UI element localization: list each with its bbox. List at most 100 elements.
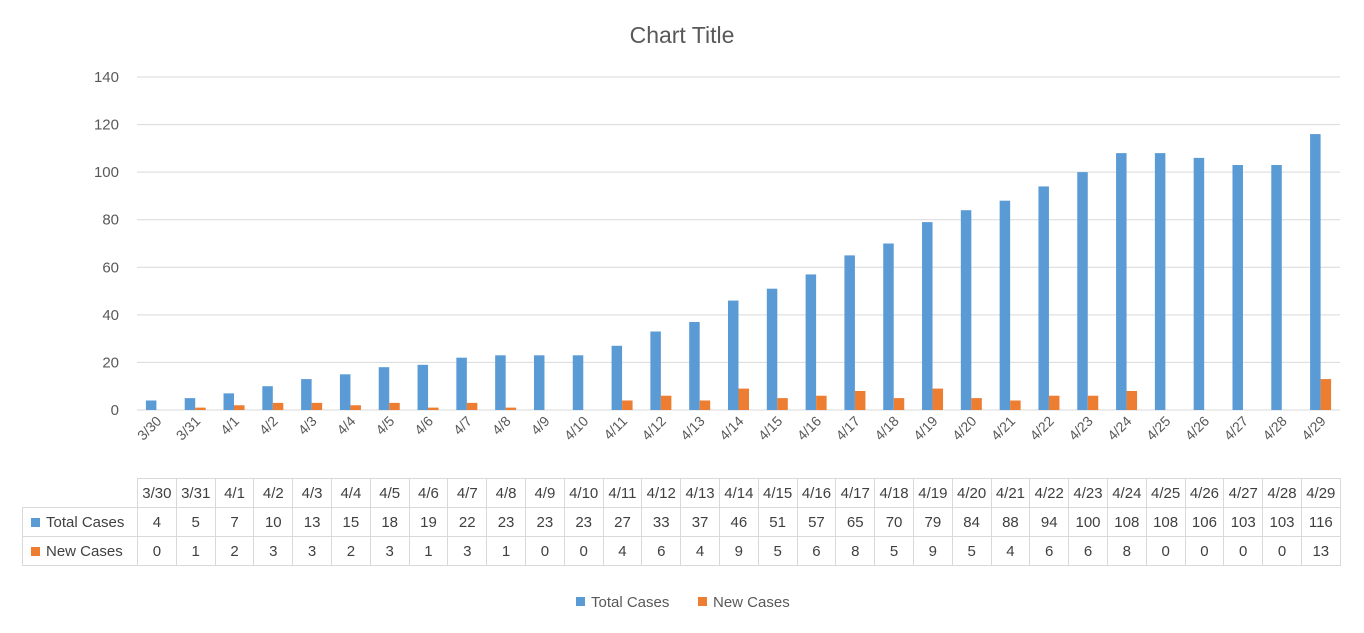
y-tick-label: 80 <box>102 212 119 229</box>
bar-new-cases <box>466 402 478 410</box>
table-value-cell: 23 <box>563 507 604 537</box>
x-tick-label: 4/7 <box>450 413 475 438</box>
table-value-cell: 57 <box>796 507 837 537</box>
y-tick-label: 140 <box>94 69 119 86</box>
x-tick-label: 4/27 <box>1221 413 1252 444</box>
bar-total-cases <box>378 367 390 410</box>
table-value-cell: 46 <box>718 507 759 537</box>
x-tick-label: 4/14 <box>716 413 747 444</box>
legend-label: Total Cases <box>591 594 669 611</box>
bar-new-cases <box>1010 400 1021 410</box>
y-tick-label: 40 <box>102 307 119 324</box>
table-category-cell: 4/15 <box>757 478 798 508</box>
table-series-label: Total Cases <box>22 507 138 537</box>
bar-new-cases <box>234 405 245 410</box>
x-tick-label: 4/11 <box>600 413 630 443</box>
table-category-cell: 4/1 <box>214 478 255 508</box>
x-tick-label: 3/31 <box>173 413 204 444</box>
table-value-cell: 9 <box>912 536 953 566</box>
x-tick-label: 4/16 <box>794 413 825 444</box>
table-value-cell: 65 <box>835 507 876 537</box>
table-value-cell: 4 <box>680 536 720 566</box>
table-category-cell: 4/3 <box>292 478 332 508</box>
bar-total-cases <box>1038 186 1049 410</box>
bar-total-cases <box>145 400 157 410</box>
table-value-cell: 4 <box>137 507 177 537</box>
table-value-cell: 3 <box>447 536 488 566</box>
table-category-cell: 4/19 <box>912 478 953 508</box>
y-axis-ticks: 0 20 40 60 80 100 120 140 <box>94 69 119 419</box>
bar-total-cases <box>572 355 584 410</box>
bar-total-cases <box>1154 153 1166 410</box>
table-value-cell: 0 <box>563 536 604 566</box>
table-value-cell: 23 <box>486 507 526 537</box>
bar-new-cases <box>428 407 439 410</box>
table-value-cell: 51 <box>757 507 798 537</box>
table-category-cell: 4/26 <box>1184 478 1225 508</box>
table-value-cell: 103 <box>1262 507 1302 537</box>
table-category-cell: 4/23 <box>1068 478 1108 508</box>
x-tick-label: 4/12 <box>638 413 669 444</box>
chart-title: Chart Title <box>630 22 735 48</box>
bar-total-cases <box>766 288 778 410</box>
series-name: New Cases <box>46 542 123 560</box>
table-row: Total Cases 4 5 7 10 13 15 18 19 22 23 23 23 27 33 37 46… <box>22 507 1341 537</box>
table-value-cell: 18 <box>369 507 410 537</box>
x-tick-label: 4/9 <box>528 413 553 438</box>
table-value-cell: 6 <box>641 536 682 566</box>
x-tick-label: 4/15 <box>755 413 786 444</box>
table-value-cell: 7 <box>214 507 255 537</box>
x-tick-label: 4/1 <box>217 413 242 438</box>
x-tick-label: 4/19 <box>910 413 941 444</box>
bar-total-cases <box>999 200 1011 410</box>
bar-total-cases <box>689 321 700 410</box>
bar-total-cases <box>728 300 739 410</box>
x-tick-label: 4/29 <box>1298 413 1329 444</box>
bar-total-cases <box>533 355 545 410</box>
table-row: New Cases 0 1 2 3 3 2 3 1 3 1 0 0 4 6 4 9 5 6 8 5 9 5 4 6 6 8 0 0 0 0 1… <box>22 536 1341 566</box>
table-value-cell: 79 <box>912 507 953 537</box>
bar-new-cases <box>971 398 982 410</box>
x-tick-label: 4/24 <box>1104 413 1135 444</box>
table-value-cell: 84 <box>951 507 992 537</box>
bar-new-cases <box>777 398 788 410</box>
bar-new-cases <box>854 390 866 410</box>
bar-new-cases <box>660 395 672 410</box>
table-category-cell: 4/5 <box>369 478 410 508</box>
table-value-cell: 108 <box>1145 507 1186 537</box>
table-category-cell: 4/4 <box>330 478 371 508</box>
bar-new-cases <box>816 395 827 410</box>
x-tick-label: 4/8 <box>489 413 514 438</box>
bar-new-cases <box>350 405 361 410</box>
legend-swatch <box>576 597 585 606</box>
table-value-cell: 106 <box>1184 507 1225 537</box>
table-value-cell: 5 <box>175 507 216 537</box>
bar-new-cases <box>1048 395 1060 410</box>
bar-total-cases <box>495 355 506 410</box>
table-value-cell: 1 <box>408 536 449 566</box>
legend-key-swatch <box>31 517 40 527</box>
table-value-cell: 6 <box>796 536 837 566</box>
series-name: Total Cases <box>46 513 125 531</box>
table-value-cell: 0 <box>137 536 177 566</box>
table-value-cell: 0 <box>524 536 565 566</box>
table-value-cell: 8 <box>835 536 876 566</box>
table-category-cell: 3/31 <box>175 478 216 508</box>
bar-new-cases <box>699 400 711 410</box>
table-header-row: 3/30 3/31 4/1 4/2 4/3 4/4 4/5 4/6 4/7 4/8 4/9 4/10 4… <box>22 478 1341 508</box>
table-value-cell: 15 <box>330 507 371 537</box>
table-category-cell: 4/16 <box>796 478 837 508</box>
y-tick-label: 20 <box>102 354 119 371</box>
x-tick-label: 4/6 <box>411 413 436 438</box>
x-tick-label: 4/3 <box>295 413 320 438</box>
y-tick-label: 60 <box>102 259 119 276</box>
table-value-cell: 88 <box>990 507 1031 537</box>
table-value-cell: 1 <box>486 536 526 566</box>
table-value-cell: 0 <box>1145 536 1186 566</box>
table-value-cell: 1 <box>175 536 216 566</box>
x-tick-label: 4/20 <box>949 413 980 444</box>
bar-new-cases <box>1087 395 1099 410</box>
table-category-cell: 4/9 <box>524 478 565 508</box>
table-value-cell: 108 <box>1106 507 1147 537</box>
table-category-cell: 4/2 <box>253 478 294 508</box>
